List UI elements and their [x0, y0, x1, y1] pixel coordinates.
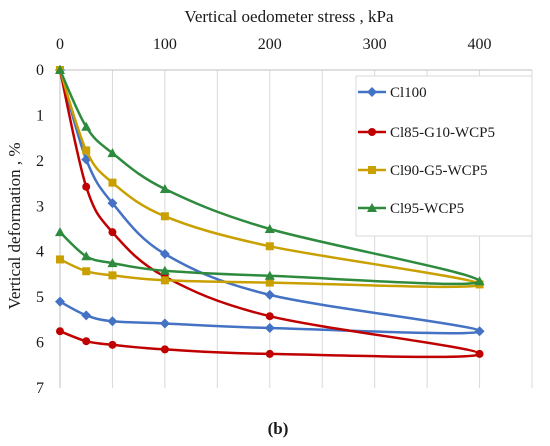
y-tick-label: 6 [36, 335, 44, 352]
data-point-cl90-g5-wcp5 [160, 276, 169, 285]
data-point-cl95-wcp5 [55, 227, 65, 237]
data-point-cl90-g5-wcp5 [108, 178, 117, 187]
data-point-cl90-g5-wcp5 [265, 242, 274, 251]
data-point-cl95-wcp5 [107, 148, 118, 158]
data-point-cl90-g5-wcp5 [82, 267, 91, 276]
data-point-cl90-g5-wcp5 [56, 255, 64, 264]
y-tick-label: 5 [36, 289, 44, 306]
legend-label-cl100: Cl100 [390, 85, 427, 101]
legend-item-cl90-g5-wcp5: Cl90-G5-WCP5 [358, 163, 488, 179]
legend-marker-cl90-g5-wcp5 [368, 166, 376, 174]
x-tick-label: 400 [468, 36, 492, 53]
data-point-cl85-g10-wcp5 [82, 182, 91, 191]
data-point-cl100 [264, 289, 275, 300]
legend-label-cl85-g10-wcp5: Cl85-G10-WCP5 [390, 125, 495, 141]
data-point-cl85-g10-wcp5 [265, 312, 274, 321]
data-point-cl100 [474, 326, 485, 337]
data-point-cl85-g10-wcp5 [475, 349, 484, 358]
data-point-cl90-g5-wcp5 [82, 146, 91, 155]
data-point-cl85-g10-wcp5 [265, 349, 274, 358]
legend-marker-cl95-wcp5 [367, 203, 377, 212]
y-tick-label: 3 [36, 198, 44, 215]
x-tick-label: 200 [258, 36, 282, 53]
data-point-cl95-wcp5 [264, 224, 275, 233]
data-point-cl90-g5-wcp5 [160, 212, 169, 221]
data-point-cl85-g10-wcp5 [56, 327, 64, 336]
data-point-cl95-wcp5 [107, 258, 118, 268]
x-tick-label: 300 [363, 36, 387, 53]
data-point-cl100 [264, 323, 275, 334]
y-tick-label: 4 [36, 244, 44, 261]
data-point-cl90-g5-wcp5 [108, 271, 117, 280]
data-point-cl100 [159, 248, 170, 259]
data-point-cl85-g10-wcp5 [108, 340, 117, 349]
legend-label-cl90-g5-wcp5: Cl90-G5-WCP5 [390, 163, 488, 179]
data-point-cl95-wcp5 [81, 121, 92, 131]
data-point-cl95-wcp5 [159, 265, 170, 275]
legend-marker-cl100 [367, 87, 377, 97]
data-point-cl95-wcp5 [55, 65, 65, 74]
y-tick-label: 1 [36, 107, 44, 124]
data-point-cl100 [55, 296, 65, 307]
legend-box [355, 75, 533, 237]
legend-item-cl85-g10-wcp5: Cl85-G10-WCP5 [358, 125, 495, 141]
data-point-cl95-wcp5 [159, 184, 170, 194]
x-tick-label: 0 [56, 36, 64, 53]
series-layer [55, 65, 485, 359]
legend-marker-cl85-g10-wcp5 [368, 128, 376, 136]
y-axis-title: Vertical deformation , % [5, 142, 24, 309]
series-cl95-wcp5 [55, 65, 485, 286]
data-point-cl90-g5-wcp5 [265, 278, 274, 287]
data-point-cl95-wcp5 [81, 251, 92, 261]
data-point-cl85-g10-wcp5 [160, 345, 169, 354]
y-tick-label: 7 [36, 380, 44, 397]
legend: Cl100 Cl85-G10-WCP5 Cl90-G5-WCP5 Cl95-WCP5 [355, 75, 533, 237]
legend-label-cl95-wcp5: Cl95-WCP5 [390, 201, 464, 217]
data-point-cl100 [81, 310, 92, 321]
y-tick-label: 2 [36, 153, 44, 170]
data-point-cl85-g10-wcp5 [82, 337, 91, 346]
figure-caption: (b) [268, 419, 289, 438]
legend-item-cl95-wcp5: Cl95-WCP5 [358, 201, 464, 217]
x-tick-label: 100 [153, 36, 177, 53]
data-point-cl95-wcp5 [264, 270, 275, 280]
y-tick-label: 0 [36, 62, 44, 79]
legend-item-cl100: Cl100 [358, 85, 427, 101]
series-cl100 [55, 65, 485, 337]
data-point-cl100 [107, 198, 118, 209]
data-point-cl100 [107, 316, 118, 327]
x-axis-title: Vertical oedometer stress , kPa [184, 7, 394, 26]
data-point-cl85-g10-wcp5 [108, 228, 117, 237]
data-point-cl95-wcp5 [474, 276, 485, 286]
data-point-cl100 [159, 318, 170, 329]
